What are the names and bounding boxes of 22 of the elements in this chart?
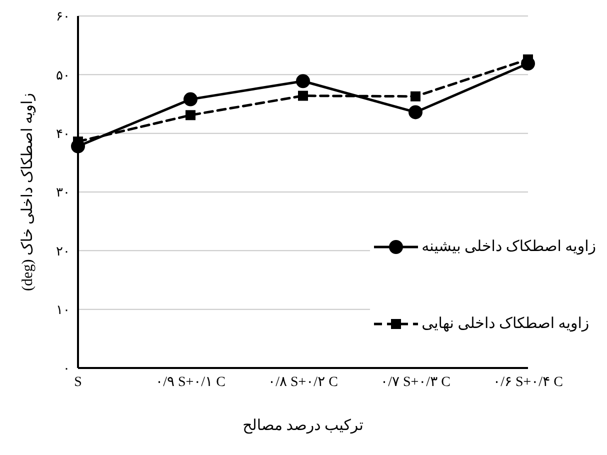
y-tick-label: ۱۰ [56, 302, 70, 317]
y-tick-label: ۰ [63, 360, 70, 376]
y-tick-label: ۶۰ [56, 8, 70, 24]
legend-label: زاویه اصطکاک داخلی نهایی [422, 315, 590, 333]
x-tick-label: ۰/۶ S+۰/۴ C [493, 374, 563, 390]
x-tick-label: ۰/۷ S+۰/۳ C [380, 374, 450, 390]
point [186, 110, 196, 120]
legend-label: زاویه اصطکاک داخلی بیشینه [422, 238, 596, 256]
x-tick-label: S [74, 374, 82, 390]
point [298, 90, 308, 101]
y-axis-title: زاویه اصطکاک داخلی خاک (deg) [20, 93, 36, 291]
x-tick-label: ۰/۸ S+۰/۲ C [268, 374, 338, 390]
point [408, 105, 422, 120]
point [184, 92, 198, 106]
y-tick-label: ۲۰ [56, 243, 70, 258]
point [296, 74, 310, 88]
y-tick-label: ۵۰ [56, 67, 70, 82]
y-tick-label: ۴۰ [56, 126, 70, 141]
y-tick-label: ۳۰ [56, 184, 70, 200]
x-tick-label: ۰/۹ S+۰/۱ C [156, 374, 226, 390]
point [410, 91, 420, 102]
x-axis-title: ترکیب درصد مصالح [242, 418, 364, 434]
